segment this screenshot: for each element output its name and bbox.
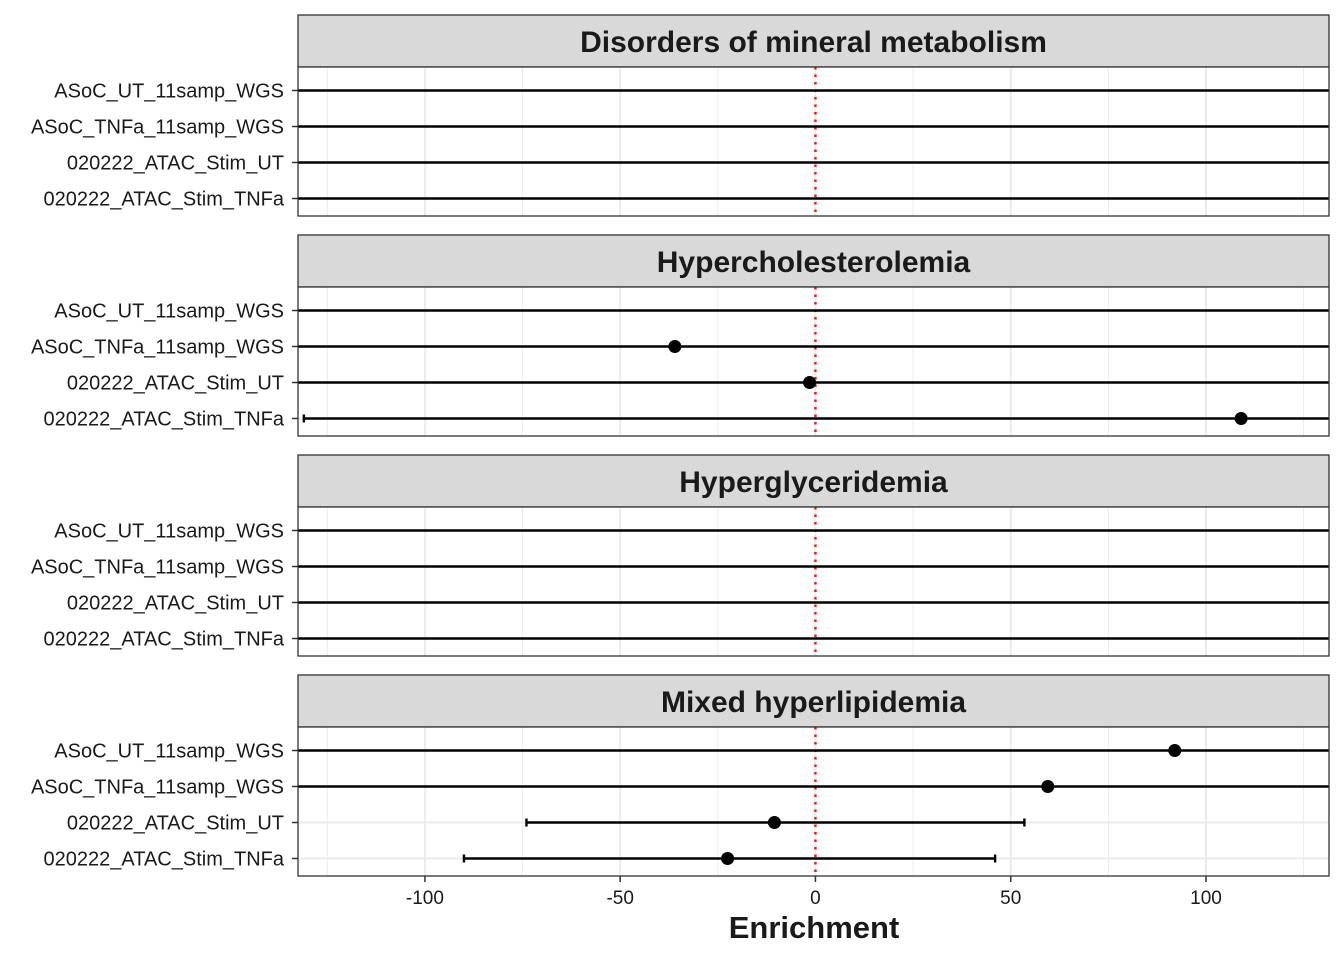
x-tick-label: 50 (1000, 888, 1021, 909)
facet-panel: Mixed hyperlipidemia ASoC_UT_11samp_WGS AS… (31, 674, 1330, 877)
panel-background (298, 287, 1329, 436)
point-estimate (668, 340, 682, 353)
panel-border (297, 286, 1330, 437)
row-label: 020222_ATAC_Stim_UT (67, 373, 284, 395)
row-label: 020222_ATAC_Stim_UT (67, 153, 284, 175)
row-label: ASoC_TNFa_11samp_WGS (31, 777, 284, 799)
facet-panel: Disorders of mineral metabolism ASoC_UT_1… (31, 14, 1330, 217)
x-tick-label: 100 (1190, 888, 1222, 909)
panel-border (297, 726, 1330, 877)
point-estimate (803, 376, 817, 389)
row-label: ASoC_TNFa_11samp_WGS (31, 117, 284, 139)
panel-background (298, 507, 1329, 656)
facet-title: Hypercholesterolemia (657, 246, 971, 279)
row-label: ASoC_UT_11samp_WGS (54, 741, 284, 763)
panel-border (297, 506, 1330, 657)
row-label: ASoC_UT_11samp_WGS (54, 301, 284, 323)
x-tick-label: -50 (606, 888, 633, 909)
panel-border (297, 66, 1330, 217)
row-label: ASoC_TNFa_11samp_WGS (31, 337, 284, 359)
facet-title: Mixed hyperlipidemia (661, 686, 966, 719)
row-label: 020222_ATAC_Stim_TNFa (44, 629, 285, 651)
facet-strip (297, 674, 1330, 728)
point-estimate (1234, 412, 1248, 425)
panel-background (298, 67, 1329, 216)
facet-strip (297, 14, 1330, 68)
row-label: 020222_ATAC_Stim_TNFa (44, 849, 285, 871)
panel-background (298, 727, 1329, 876)
x-tick-label: 0 (810, 888, 821, 909)
x-axis: -100 -50 0 50 100 (406, 876, 1222, 909)
point-estimate (721, 852, 735, 865)
facet-panel: Hypercholesterolemia ASoC_UT_11samp_WGS AS… (31, 234, 1330, 437)
x-axis-title: Enrichment (729, 910, 900, 945)
row-label: ASoC_UT_11samp_WGS (54, 81, 284, 103)
row-label: ASoC_TNFa_11samp_WGS (31, 557, 284, 579)
facet-panels: Disorders of mineral metabolism ASoC_UT_1… (31, 14, 1330, 877)
point-estimate (1041, 780, 1055, 793)
facet-title: Hyperglyceridemia (679, 466, 948, 499)
facet-strip (297, 234, 1330, 288)
point-estimate (1168, 744, 1182, 757)
point-estimate (767, 816, 781, 829)
x-tick-label: -100 (406, 888, 444, 909)
row-label: ASoC_UT_11samp_WGS (54, 521, 284, 543)
facet-strip (297, 454, 1330, 508)
row-label: 020222_ATAC_Stim_UT (67, 593, 284, 615)
row-label: 020222_ATAC_Stim_UT (67, 813, 284, 835)
facet-title: Disorders of mineral metabolism (580, 26, 1047, 59)
row-label: 020222_ATAC_Stim_TNFa (44, 189, 285, 211)
facet-panel: Hyperglyceridemia ASoC_UT_11samp_WGS ASoC_… (31, 454, 1330, 657)
row-label: 020222_ATAC_Stim_TNFa (44, 409, 285, 431)
